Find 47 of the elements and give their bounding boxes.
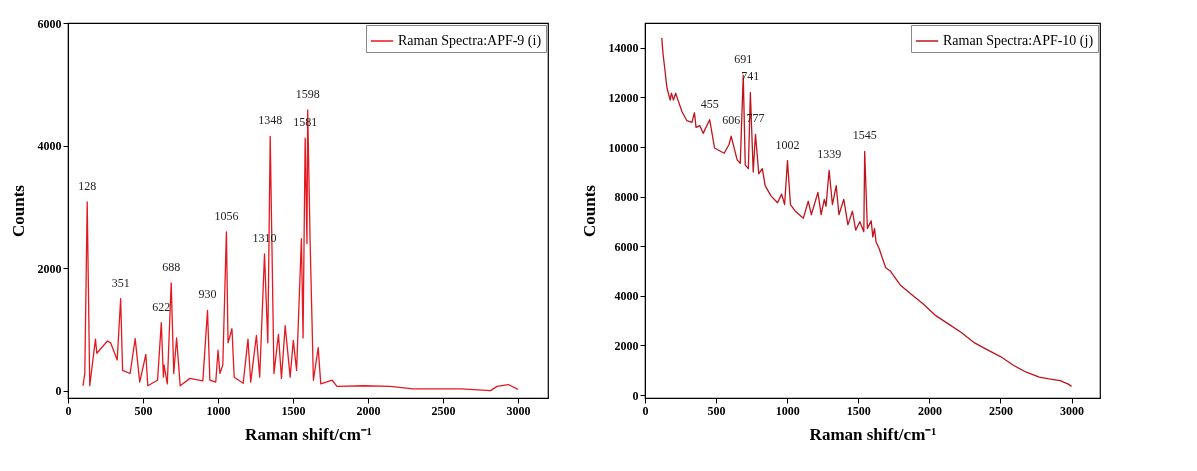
legend-label: Raman Spectra:APF-10 (j)	[943, 33, 1094, 49]
x-tick-label: 3000	[1060, 403, 1085, 418]
x-tick-label: 2500	[988, 403, 1013, 418]
x-tick-label: 1500	[281, 403, 306, 418]
y-tick-label: 10000	[608, 140, 639, 155]
annotation: 1348	[258, 113, 283, 128]
annotation: 455	[700, 96, 719, 111]
x-axis-title: Raman shift/cm⁻¹	[245, 424, 372, 444]
annotation: 351	[111, 275, 130, 290]
y-axis-title: Counts	[579, 184, 599, 237]
x-tick-label: 500	[134, 403, 153, 418]
y-tick-label: 14000	[608, 41, 639, 56]
annotation: 1339	[817, 147, 842, 162]
annotation: 1002	[775, 137, 800, 152]
annotation: 688	[162, 260, 181, 275]
x-axis-title: Raman shift/cm⁻¹	[809, 424, 937, 444]
x-tick-label: 1000	[206, 403, 231, 418]
y-tick-label: 0	[632, 388, 639, 403]
y-tick-label: 2000	[614, 338, 639, 353]
y-tick-label: 12000	[608, 90, 639, 105]
x-tick-label: 2000	[356, 403, 381, 418]
annotation: 606	[722, 113, 741, 128]
x-tick-label: 0	[642, 403, 649, 418]
y-tick-label: 6000	[37, 16, 62, 31]
annotation: 741	[741, 69, 760, 84]
x-tick-label: 2000	[917, 403, 942, 418]
x-tick-label: 500	[707, 403, 726, 418]
annotation: 930	[198, 287, 217, 302]
y-tick-label: 2000	[37, 261, 62, 276]
x-tick-label: 2500	[431, 403, 456, 418]
y-axis-title: Counts	[8, 184, 28, 237]
x-tick-label: 0	[65, 403, 72, 418]
y-tick-label: 6000	[614, 239, 639, 254]
annotation: 1056	[214, 208, 239, 223]
y-tick-label: 8000	[614, 190, 639, 205]
annotation: 128	[78, 178, 97, 193]
x-tick-label: 1000	[775, 403, 800, 418]
legend-label: Raman Spectra:APF-9 (i)	[398, 33, 542, 49]
annotation: 1545	[852, 128, 877, 143]
annotation: 622	[152, 299, 171, 314]
y-tick-label: 4000	[37, 139, 62, 154]
x-tick-label: 1500	[846, 403, 871, 418]
x-tick-label: 3000	[506, 403, 531, 418]
y-tick-label: 0	[55, 384, 62, 399]
annotation: 1598	[295, 87, 320, 102]
y-tick-label: 4000	[614, 289, 639, 304]
annotation: 691	[734, 52, 753, 67]
